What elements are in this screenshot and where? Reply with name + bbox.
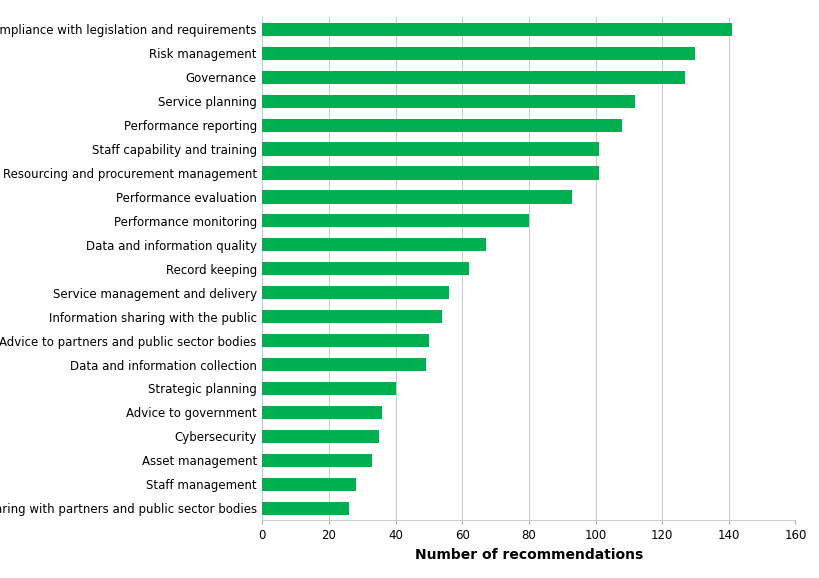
Bar	[262, 286, 449, 299]
Bar	[262, 430, 378, 443]
Bar	[262, 142, 598, 155]
Bar	[262, 23, 731, 36]
Bar	[262, 166, 598, 180]
Bar	[262, 47, 695, 60]
Bar	[262, 502, 349, 515]
X-axis label: Number of recommendations: Number of recommendations	[414, 548, 642, 562]
Bar	[262, 238, 485, 251]
Bar	[262, 334, 428, 347]
Bar	[262, 214, 528, 228]
Bar	[262, 477, 355, 491]
Bar	[262, 406, 382, 419]
Bar	[262, 358, 425, 371]
Bar	[262, 382, 396, 395]
Bar	[262, 262, 468, 275]
Bar	[262, 95, 635, 108]
Bar	[262, 454, 372, 467]
Bar	[262, 190, 572, 203]
Bar	[262, 310, 441, 323]
Bar	[262, 71, 685, 84]
Bar	[262, 118, 622, 132]
